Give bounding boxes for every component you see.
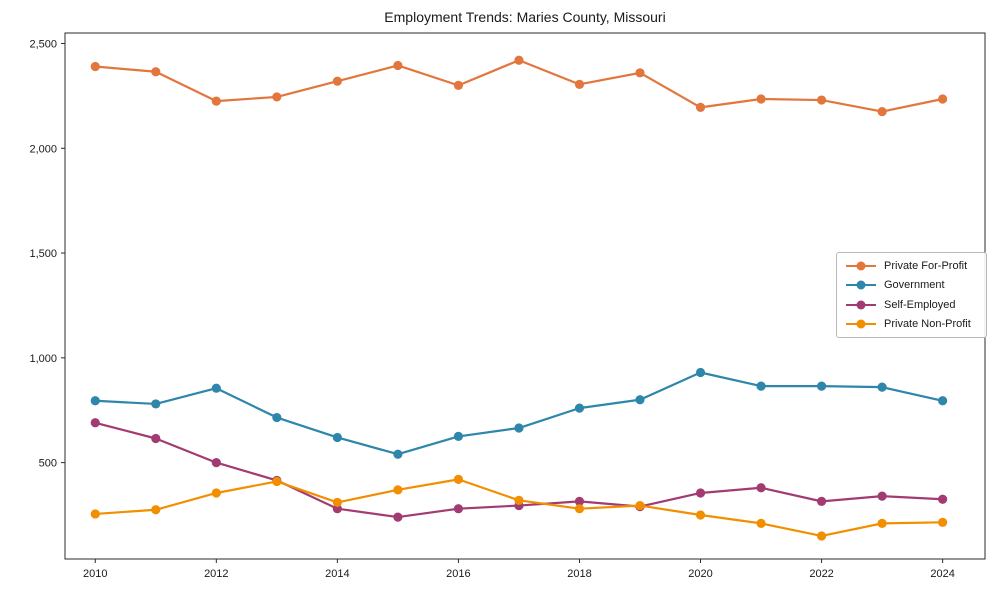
- data-point-government: [574, 403, 585, 413]
- data-point-private-non-profit: [756, 518, 766, 528]
- data-point-government: [514, 423, 524, 433]
- marker-dot-icon: [856, 280, 866, 290]
- data-point-private-non-profit: [151, 505, 161, 515]
- data-point-private-for-profit: [151, 67, 161, 77]
- legend-label: Government: [884, 279, 945, 292]
- data-point-self-employed: [90, 418, 100, 428]
- x-tick-label: 2022: [809, 568, 833, 580]
- legend-item-private-for-profit: Private For-Profit: [837, 256, 986, 276]
- legend-item-government: Government: [837, 276, 986, 296]
- y-tick-label: 500: [39, 458, 57, 470]
- data-point-private-non-profit: [211, 488, 221, 498]
- marker-dot-icon: [856, 261, 866, 271]
- data-point-private-non-profit: [514, 495, 524, 505]
- line-marker-icon: [846, 300, 876, 310]
- data-point-self-employed: [816, 496, 827, 506]
- legend-label: Private For-Profit: [884, 259, 968, 272]
- y-tick-label: 1,000: [29, 353, 57, 365]
- y-tick-label: 2,000: [29, 143, 57, 155]
- marker-dot-icon: [856, 319, 866, 329]
- data-point-private-for-profit: [453, 80, 464, 90]
- x-tick-label: 2018: [567, 568, 591, 580]
- data-point-private-non-profit: [938, 517, 948, 527]
- data-point-private-for-profit: [574, 79, 585, 89]
- data-point-private-for-profit: [635, 68, 645, 78]
- marker-dot-icon: [856, 300, 866, 310]
- data-point-private-for-profit: [211, 96, 221, 106]
- line-marker-icon: [846, 280, 876, 290]
- data-point-private-non-profit: [574, 504, 585, 514]
- data-point-government: [938, 396, 948, 406]
- data-point-government: [453, 431, 464, 442]
- data-point-private-for-profit: [938, 94, 948, 104]
- data-point-government: [272, 412, 282, 423]
- data-point-government: [211, 383, 221, 393]
- data-point-private-for-profit: [514, 55, 524, 65]
- legend-label: Self-Employed: [884, 298, 956, 311]
- data-point-self-employed: [211, 458, 221, 468]
- x-tick-label: 2010: [83, 568, 107, 580]
- legend-label: Private Non-Profit: [884, 318, 971, 331]
- data-point-self-employed: [756, 483, 766, 493]
- line-marker-icon: [846, 261, 876, 271]
- data-point-private-for-profit: [393, 60, 403, 71]
- x-tick-label: 2014: [325, 568, 349, 580]
- data-point-government: [151, 399, 161, 409]
- legend: Private For-Profit Government Self-Emplo…: [836, 252, 987, 338]
- data-point-self-employed: [938, 494, 948, 504]
- legend-item-self-employed: Self-Employed: [837, 295, 986, 315]
- data-point-private-non-profit: [635, 500, 645, 511]
- x-tick-label: 2012: [204, 568, 228, 580]
- data-point-private-for-profit: [756, 94, 766, 104]
- data-point-government: [695, 367, 706, 378]
- data-point-private-non-profit: [90, 509, 100, 519]
- series-line-government: [94, 371, 944, 456]
- data-point-private-for-profit: [816, 95, 827, 105]
- data-point-private-non-profit: [816, 531, 827, 541]
- x-tick-label: 2024: [930, 568, 954, 580]
- x-tick-label: 2020: [688, 568, 712, 580]
- y-tick-label: 1,500: [29, 248, 57, 260]
- data-point-government: [877, 382, 887, 392]
- data-point-self-employed: [453, 504, 464, 514]
- data-point-private-for-profit: [272, 92, 282, 102]
- data-point-private-for-profit: [332, 76, 342, 86]
- data-point-private-non-profit: [453, 474, 464, 484]
- data-point-private-for-profit: [90, 61, 100, 72]
- data-point-private-non-profit: [272, 476, 282, 487]
- y-tick-label: 2,500: [29, 38, 57, 50]
- data-point-government: [816, 381, 827, 391]
- data-point-government: [90, 396, 100, 406]
- data-point-private-for-profit: [877, 106, 887, 117]
- data-point-private-non-profit: [393, 485, 403, 495]
- data-point-private-non-profit: [332, 497, 342, 508]
- data-point-government: [756, 381, 766, 391]
- series-line-private-for-profit: [94, 59, 944, 113]
- chart-title: Employment Trends: Maries County, Missou…: [384, 9, 666, 25]
- x-tick-label: 2016: [446, 568, 470, 580]
- data-point-self-employed: [877, 491, 887, 501]
- data-point-self-employed: [393, 512, 403, 522]
- legend-item-private-non-profit: Private Non-Profit: [837, 315, 986, 335]
- data-point-self-employed: [695, 488, 706, 498]
- line-marker-icon: [846, 319, 876, 329]
- data-point-government: [332, 432, 342, 443]
- data-point-private-non-profit: [877, 518, 887, 528]
- data-point-government: [635, 395, 645, 405]
- data-point-government: [393, 449, 403, 459]
- data-point-private-for-profit: [695, 102, 706, 112]
- data-point-self-employed: [151, 433, 161, 444]
- data-point-self-employed: [332, 504, 342, 514]
- data-point-self-employed: [574, 496, 585, 506]
- data-point-private-non-profit: [695, 510, 706, 520]
